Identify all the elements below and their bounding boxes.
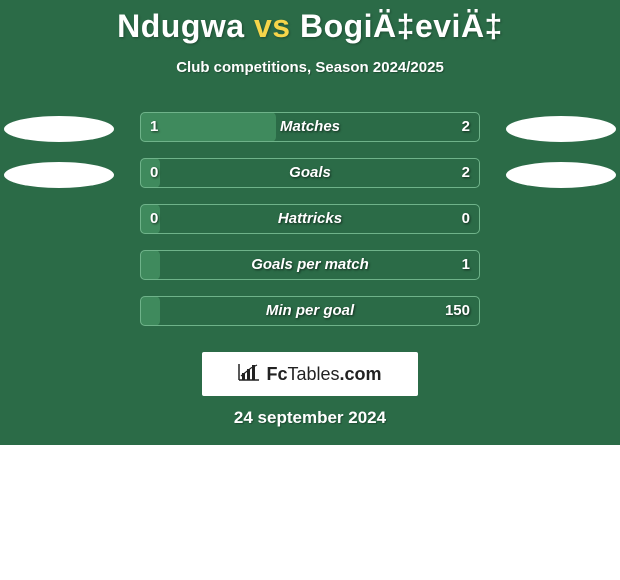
subtitle: Club competitions, Season 2024/2025 (0, 59, 620, 76)
page-title: Ndugwa vs BogiÄ‡eviÄ‡ (0, 0, 620, 45)
stat-row: 00Hattricks (0, 204, 620, 250)
player1-logo-slot (4, 162, 114, 188)
stat-row: 1Goals per match (0, 250, 620, 296)
player1-logo-slot (4, 116, 114, 142)
comparison-panel: Ndugwa vs BogiÄ‡eviÄ‡ Club competitions,… (0, 0, 620, 445)
logo-text: FcTables.com (266, 364, 381, 385)
barchart-icon (238, 363, 260, 386)
stat-rows: 12Matches 02Goals 00Hattricks 1Goals per ma… (0, 112, 620, 342)
snapshot-date: 24 september 2024 (0, 408, 620, 428)
stat-row: 12Matches (0, 112, 620, 158)
player2-logo-slot (506, 162, 616, 188)
player2-logo-slot (506, 116, 616, 142)
stat-bar: 150Min per goal (140, 296, 480, 326)
logo-com: .com (340, 364, 382, 384)
player2-name: BogiÄ‡eviÄ‡ (300, 8, 503, 44)
stat-label: Goals (140, 158, 480, 188)
stat-bar: 1Goals per match (140, 250, 480, 280)
stat-bar: 00Hattricks (140, 204, 480, 234)
stat-label: Min per goal (140, 296, 480, 326)
logo-fc: Fc (266, 364, 287, 384)
logo-tables: Tables (287, 364, 339, 384)
stat-row: 150Min per goal (0, 296, 620, 342)
stat-label: Matches (140, 112, 480, 142)
fctables-logo[interactable]: FcTables.com (202, 352, 418, 396)
player1-name: Ndugwa (117, 8, 244, 44)
vs-word: vs (254, 8, 291, 44)
stat-row: 02Goals (0, 158, 620, 204)
stat-label: Hattricks (140, 204, 480, 234)
stat-label: Goals per match (140, 250, 480, 280)
stat-bar: 12Matches (140, 112, 480, 142)
stat-bar: 02Goals (140, 158, 480, 188)
